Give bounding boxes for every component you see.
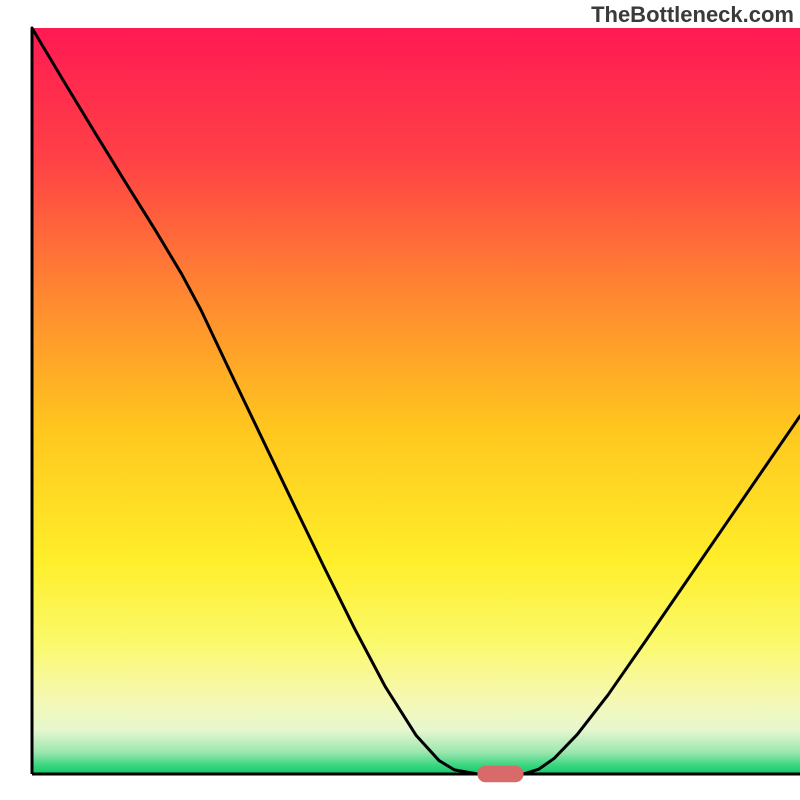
watermark-text: TheBottleneck.com (591, 2, 794, 28)
bottleneck-curve (32, 28, 800, 774)
chart-container: TheBottleneck.com (0, 0, 800, 800)
optimal-marker (477, 766, 523, 782)
chart-overlay (0, 0, 800, 800)
